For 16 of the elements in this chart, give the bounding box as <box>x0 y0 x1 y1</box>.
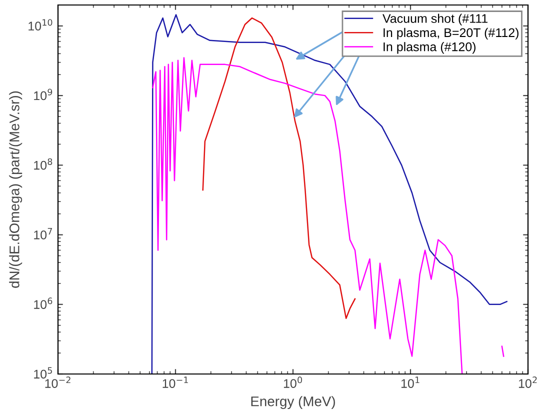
y-tick-label: 10$^{8}$ <box>34 158 52 170</box>
legend-label: In plasma (#120) <box>384 42 476 54</box>
x-tick-label: 10$^{−2}$ <box>45 376 70 388</box>
y-tick-label: 10$^{10}$ <box>28 19 52 31</box>
legend-label: In plasma, B=20T (#112) <box>384 28 518 40</box>
y-axis-title: dN/(dE.dOmega) (part/(MeV.sr)) <box>9 91 22 288</box>
x-tick-label: 10$^{1}$ <box>401 376 420 388</box>
legend-label: Vacuum shot (#111 <box>382 14 488 26</box>
x-tick-label: 10$^{−1}$ <box>162 376 188 388</box>
y-tick-label: 10$^{5}$ <box>34 367 52 379</box>
x-tick-label: 10$^{0}$ <box>284 376 302 388</box>
y-tick-label: 10$^{9}$ <box>34 88 52 100</box>
x-tick-label: 10$^{2}$ <box>518 376 537 388</box>
y-tick-label: 10$^{6}$ <box>34 298 52 309</box>
x-axis-title: Energy (MeV) <box>251 396 335 410</box>
y-tick-label: 10$^{7}$ <box>34 228 52 240</box>
